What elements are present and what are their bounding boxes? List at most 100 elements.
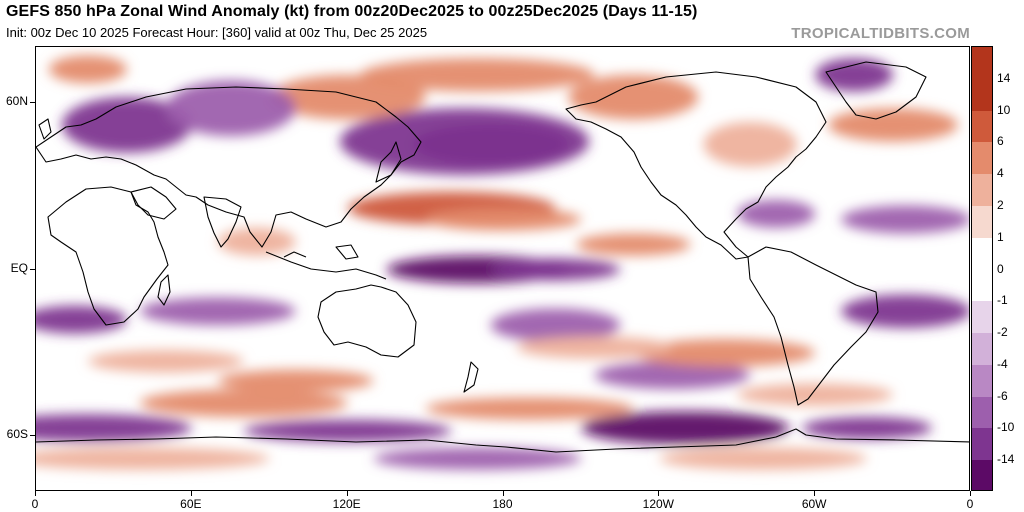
latitude-label: EQ — [10, 260, 28, 275]
anomaly-region — [243, 419, 452, 442]
colorbar-swatch — [972, 142, 992, 176]
colorbar-swatch — [972, 237, 992, 271]
longitude-tick — [658, 491, 660, 496]
longitude-label: 60W — [801, 497, 827, 511]
longitude-label: 60E — [180, 497, 202, 511]
coastline-japan — [375, 141, 402, 183]
map-title: GEFS 850 hPa Zonal Wind Anomaly (kt) fro… — [6, 3, 698, 20]
longitude-label: 120E — [332, 497, 361, 511]
latitude-tick — [30, 435, 35, 437]
anomaly-region — [737, 383, 894, 406]
longitude-tick — [346, 491, 348, 496]
colorbar-swatch — [972, 47, 992, 80]
coastline-india — [203, 196, 242, 248]
map-subtitle: Init: 00z Dec 10 2025 Forecast Hour: [36… — [6, 25, 428, 40]
colorbar-swatch — [972, 174, 992, 207]
colorbar-label: 14 — [997, 70, 1011, 85]
anomaly-map — [35, 46, 970, 491]
anomaly-region — [48, 55, 127, 84]
anomaly-region — [61, 97, 192, 153]
longitude-label: 0 — [31, 497, 39, 511]
colorbar-label: 10 — [997, 102, 1011, 117]
longitude-label: 120W — [642, 497, 675, 511]
anomaly-region — [36, 447, 270, 470]
longitude-tick — [970, 491, 971, 496]
map-canvas — [36, 55, 969, 470]
longitude-label: 0 — [966, 497, 974, 511]
coastline-north-america — [565, 71, 827, 260]
anomaly-region — [425, 397, 634, 420]
anomaly-region — [87, 350, 244, 373]
longitude-tick — [502, 491, 504, 496]
colorbar-swatch — [972, 396, 992, 430]
colorbar-label: -2 — [997, 325, 1008, 340]
anomaly-region — [165, 80, 296, 136]
colorbar-label: 6 — [997, 134, 1004, 149]
brand-watermark: TROPICALTIDBITS.COM — [791, 25, 970, 42]
colorbar-swatch — [972, 364, 992, 398]
coastline-new-zealand — [463, 361, 479, 393]
anomaly-region — [339, 108, 590, 175]
colorbar-label: -1 — [997, 293, 1008, 308]
anomaly-region — [841, 205, 969, 234]
coastline-indonesia — [265, 244, 387, 280]
longitude-tick — [190, 491, 192, 496]
anomaly-region — [633, 339, 816, 367]
anomaly-region — [594, 361, 751, 390]
anomaly-region — [828, 108, 959, 142]
anomaly-region — [841, 294, 969, 328]
coastline-eurasia — [36, 86, 422, 248]
colorbar-swatch — [972, 269, 992, 303]
coastline-arabia — [130, 186, 177, 220]
colorbar-swatch — [972, 110, 992, 144]
colorbar-label: 2 — [997, 197, 1004, 212]
colorbar-swatch — [972, 428, 992, 462]
anomaly-region — [516, 336, 673, 359]
latitude-label: 60S — [6, 427, 28, 442]
colorbar-label: -10 — [997, 420, 1015, 435]
anomaly-region — [373, 447, 582, 470]
colorbar-label: -4 — [997, 356, 1008, 371]
anomaly-region — [217, 369, 374, 392]
anomaly-region — [139, 297, 296, 326]
colorbar-swatch — [972, 301, 992, 335]
longitude-tick — [814, 491, 816, 496]
anomaly-region — [36, 305, 127, 334]
coastline-south-america — [747, 246, 879, 406]
colorbar-label: -14 — [997, 452, 1015, 467]
anomaly-region — [576, 233, 691, 256]
anomaly-region — [659, 447, 868, 470]
colorbar-swatch — [972, 205, 992, 239]
anomaly-region — [581, 411, 790, 445]
coastline-antarctica — [36, 428, 969, 453]
coastline-greenland — [825, 61, 927, 120]
colorbar-label: 0 — [997, 261, 1004, 276]
colorbar-label: -6 — [997, 388, 1008, 403]
anomaly-field — [36, 55, 969, 470]
colorbar — [971, 46, 993, 491]
latitude-tick — [30, 268, 35, 270]
coastline-british-isles — [38, 118, 52, 140]
anomaly-region — [217, 227, 296, 256]
coastline-australia — [317, 284, 417, 358]
colorbar-swatch — [972, 460, 992, 490]
anomaly-region — [490, 258, 621, 281]
anomaly-region — [568, 74, 699, 120]
anomaly-region — [269, 74, 426, 120]
anomaly-region — [703, 122, 797, 167]
anomaly-region — [425, 208, 582, 231]
anomaly-region — [490, 308, 621, 342]
coastline-madagascar — [157, 274, 171, 306]
anomaly-region — [802, 416, 933, 440]
colorbar-swatch — [972, 78, 992, 112]
latitude-label: 60N — [5, 93, 28, 108]
coastlines — [36, 61, 969, 453]
colorbar-label: 4 — [997, 166, 1004, 181]
anomaly-region — [139, 389, 348, 417]
longitude-tick — [35, 491, 36, 496]
longitude-label: 180 — [492, 497, 513, 511]
colorbar-label: 1 — [997, 229, 1004, 244]
anomaly-region — [36, 414, 192, 442]
anomaly-region — [815, 58, 894, 92]
coastline-africa — [47, 186, 169, 326]
